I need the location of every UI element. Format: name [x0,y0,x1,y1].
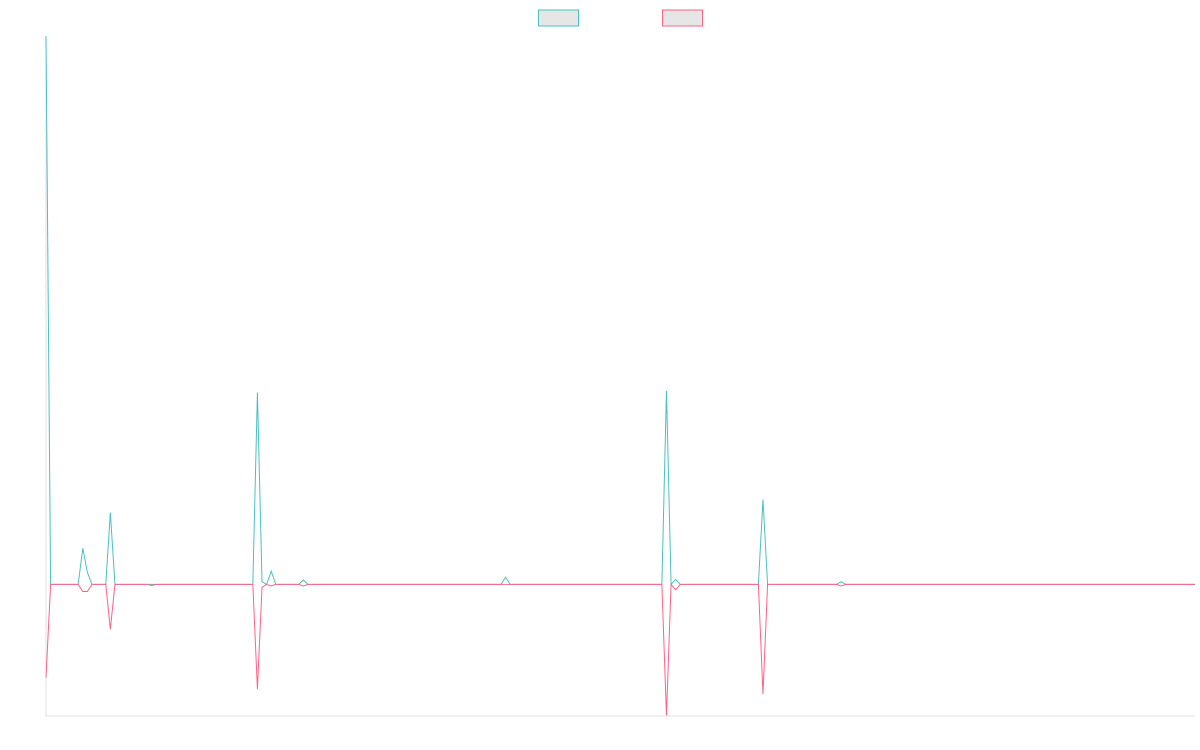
legend-swatch[interactable] [662,9,703,27]
series-line [45,35,1195,586]
legend-swatch[interactable] [538,9,579,27]
series-line [45,583,1195,716]
